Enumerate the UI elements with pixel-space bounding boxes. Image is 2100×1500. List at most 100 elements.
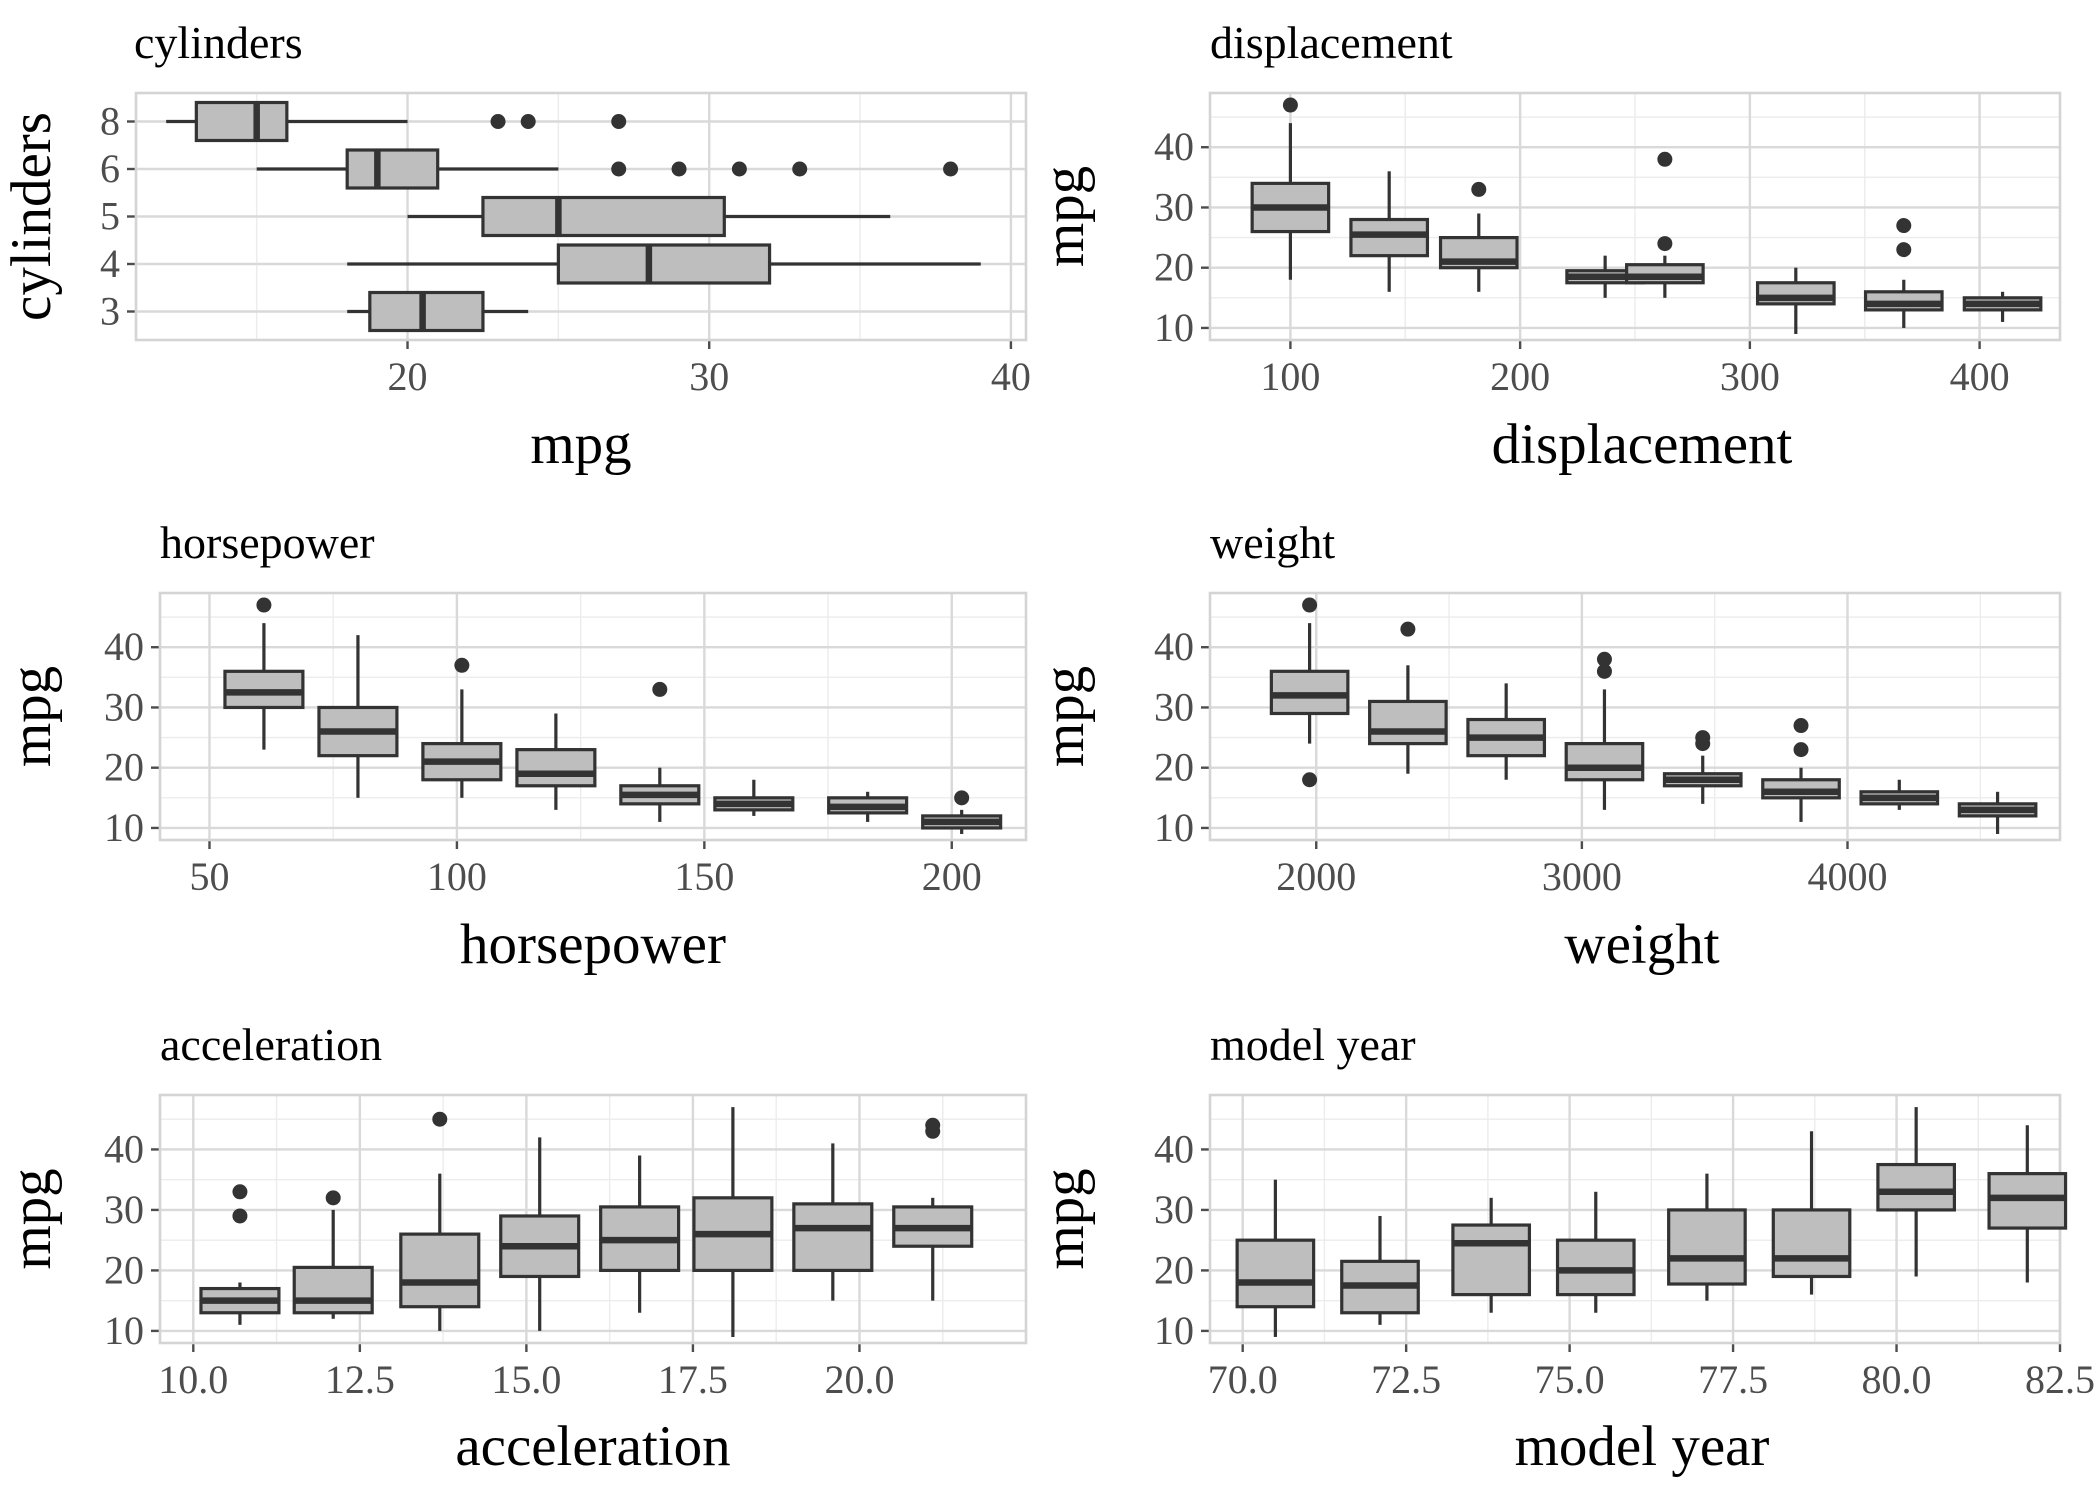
y-tick-label: 40 xyxy=(1154,1126,1194,1171)
y-axis-label: mpg xyxy=(1033,166,1096,267)
y-tick-label: 6 xyxy=(100,146,120,191)
box-body xyxy=(1235,1238,1316,1309)
outlier-point xyxy=(232,1208,248,1224)
box-body xyxy=(1564,742,1645,782)
box-body xyxy=(1368,699,1448,746)
box-1 xyxy=(1340,1215,1420,1325)
panel-border xyxy=(158,1093,1028,1345)
y-tick-label: 20 xyxy=(1154,1247,1194,1292)
box-5 xyxy=(1755,267,1836,334)
box-1 xyxy=(1349,171,1430,292)
box-7 xyxy=(1987,1125,2068,1283)
x-tick-label: 50 xyxy=(189,854,229,899)
y-tick-label: 20 xyxy=(104,1247,144,1292)
box-3 xyxy=(1564,651,1645,810)
box-3 xyxy=(347,290,529,333)
box-body xyxy=(515,748,597,788)
x-tick-label: 30 xyxy=(689,354,729,399)
outlier-point xyxy=(1596,651,1612,667)
outlier-point xyxy=(490,114,506,129)
y-tick-label: 10 xyxy=(1154,305,1194,350)
outlier-point xyxy=(943,161,959,177)
y-tick-label: 40 xyxy=(104,624,144,669)
outlier-point xyxy=(1400,621,1416,637)
y-tick-label: 30 xyxy=(104,1187,144,1232)
box-body xyxy=(399,1232,481,1309)
outlier-point xyxy=(1896,242,1912,258)
outlier-point xyxy=(792,161,808,177)
box-5 xyxy=(1761,718,1841,822)
box-body xyxy=(368,290,485,333)
y-axis-label: mpg xyxy=(1033,666,1096,767)
outlier-point xyxy=(652,681,668,697)
box-3 xyxy=(1555,1191,1636,1313)
x-tick-label: 12.5 xyxy=(325,1357,395,1402)
box-6 xyxy=(256,148,959,190)
x-tick-label: 4000 xyxy=(1808,854,1888,899)
box-body xyxy=(1451,1223,1532,1297)
box-1 xyxy=(292,1190,374,1319)
box-4 xyxy=(619,681,701,822)
box-4 xyxy=(347,243,981,285)
box-5 xyxy=(713,779,795,816)
y-tick-label: 10 xyxy=(104,1308,144,1353)
box-0 xyxy=(1250,97,1331,280)
x-tick-label: 300 xyxy=(1720,354,1780,399)
x-tick-label: 10.0 xyxy=(158,1357,228,1402)
y-tick-label: 20 xyxy=(104,745,144,790)
outlier-point xyxy=(954,790,970,806)
panel-title: acceleration xyxy=(160,1019,382,1070)
box-4 xyxy=(599,1155,681,1313)
box-7 xyxy=(921,790,1003,834)
box-6 xyxy=(827,791,909,822)
x-tick-label: 400 xyxy=(1950,354,2010,399)
y-tick-label: 30 xyxy=(1154,1187,1194,1232)
outlier-point xyxy=(432,1111,448,1127)
x-tick-label: 17.5 xyxy=(658,1357,728,1402)
y-tick-label: 8 xyxy=(100,99,120,144)
box-6 xyxy=(792,1143,874,1301)
y-tick-label: 10 xyxy=(1154,1308,1194,1353)
x-tick-label: 3000 xyxy=(1542,854,1622,899)
x-tick-label: 2000 xyxy=(1276,854,1356,899)
panel-acceleration: acceleration 10 20 30 40 10.0 12.5 15.0 17.5 20.0… xyxy=(0,1019,1028,1478)
outlier-point xyxy=(611,114,627,129)
outlier-point xyxy=(1302,772,1318,788)
outlier-point xyxy=(1695,730,1711,746)
outlier-point xyxy=(454,657,470,673)
panel-title: displacement xyxy=(1210,17,1453,68)
panel-weight: weight 10 20 30 40 2000 3000 4000 weight mpg xyxy=(1033,517,2062,976)
panel-title: cylinders xyxy=(134,17,303,68)
y-tick-label: 40 xyxy=(104,1126,144,1171)
outlier-point xyxy=(1471,181,1487,197)
box-2 xyxy=(1451,1197,1532,1313)
y-tick-label: 4 xyxy=(100,241,120,286)
box-3 xyxy=(515,713,597,810)
y-tick-label: 30 xyxy=(1154,184,1194,229)
box-6 xyxy=(1863,218,1944,328)
box-2 xyxy=(421,657,503,798)
box-body xyxy=(292,1265,374,1315)
box-body xyxy=(792,1202,874,1273)
box-4 xyxy=(1662,730,1743,804)
outlier-point xyxy=(232,1184,248,1200)
outlier-point xyxy=(1282,97,1298,113)
y-tick-label: 20 xyxy=(1154,245,1194,290)
box-body xyxy=(556,243,772,285)
outlier-point xyxy=(325,1190,341,1206)
y-tick-label: 5 xyxy=(100,194,120,239)
x-axis-label: weight xyxy=(1564,913,1719,976)
outlier-point xyxy=(611,161,627,177)
x-tick-label: 200 xyxy=(922,854,982,899)
x-tick-label: 150 xyxy=(674,854,734,899)
box-2 xyxy=(399,1111,481,1331)
panel-displacement: displacement 10 20 30 40 100 200 300 400 displace… xyxy=(1033,17,2062,476)
box-body xyxy=(194,100,289,143)
box-body xyxy=(345,148,440,190)
outlier-point xyxy=(925,1117,941,1133)
x-tick-label: 15.0 xyxy=(491,1357,561,1402)
y-tick-label: 10 xyxy=(1154,805,1194,850)
outlier-point xyxy=(1596,663,1612,679)
box-0 xyxy=(223,597,305,750)
x-tick-label: 70.0 xyxy=(1208,1357,1278,1402)
